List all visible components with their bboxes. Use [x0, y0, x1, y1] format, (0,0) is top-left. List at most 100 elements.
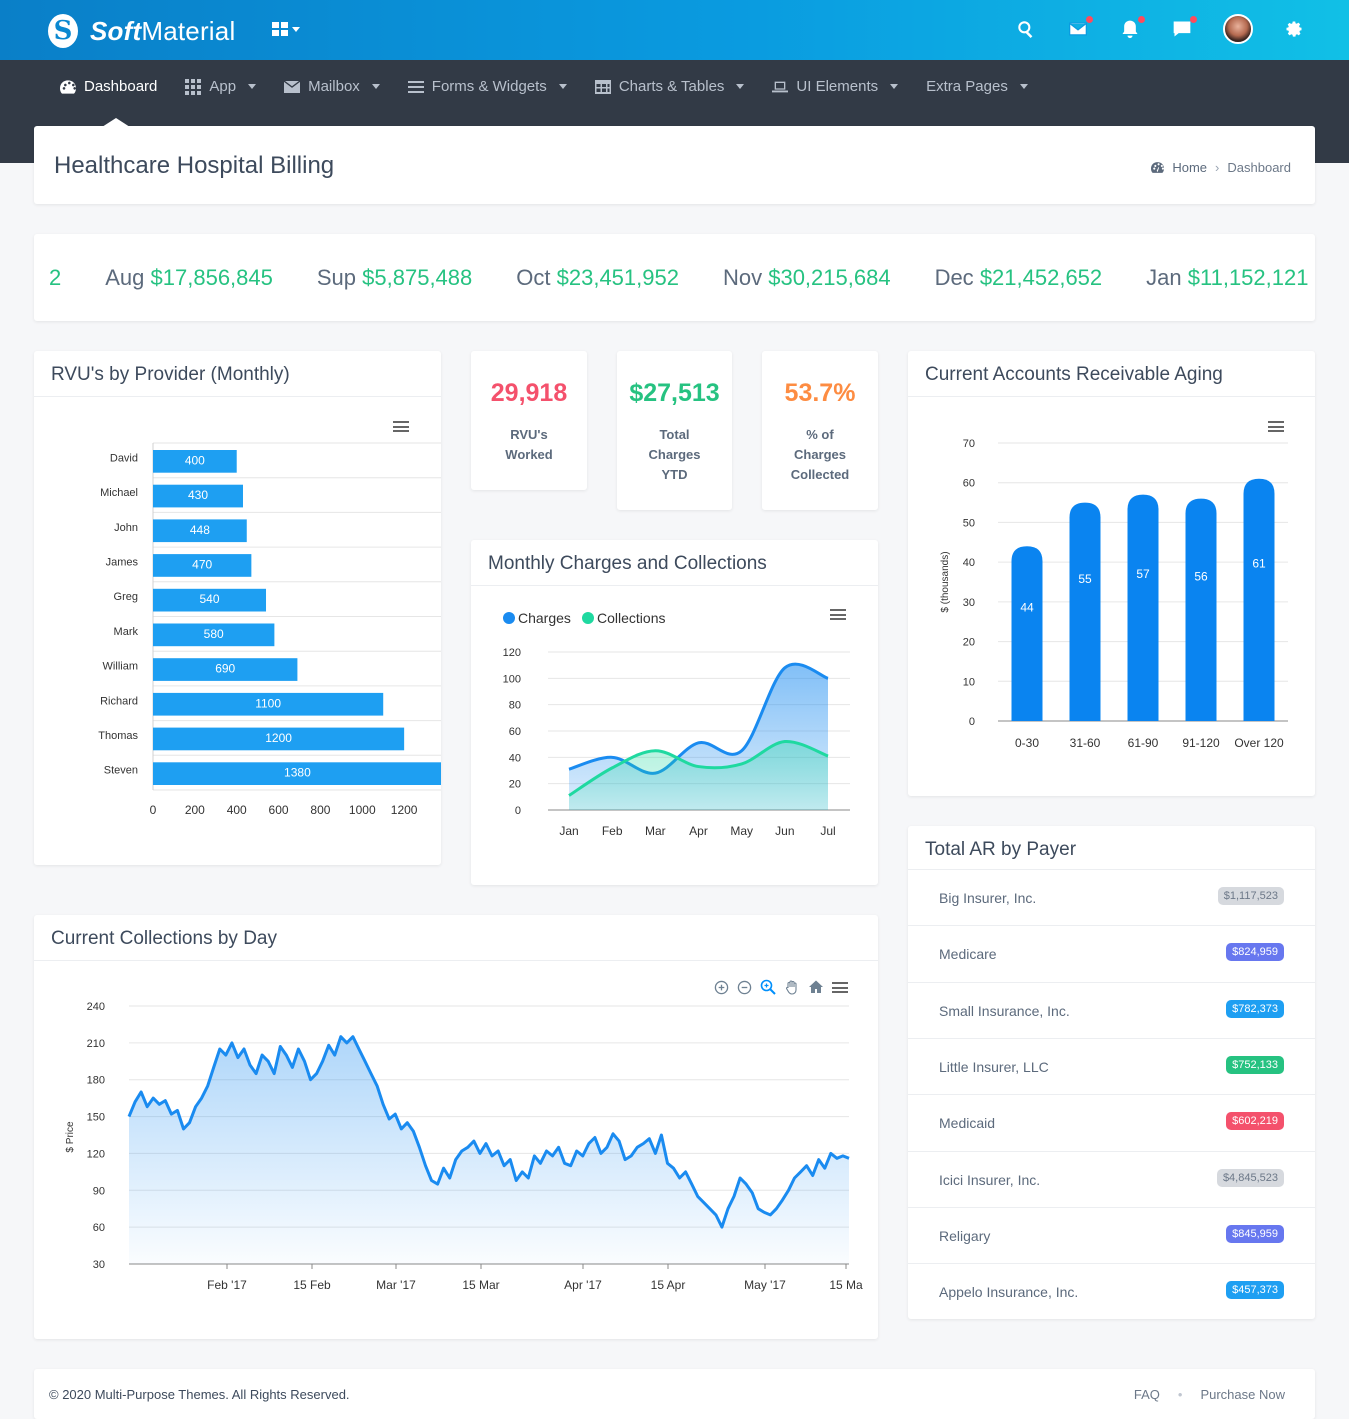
- avatar[interactable]: [1223, 14, 1253, 44]
- faq-link[interactable]: FAQ: [1133, 1387, 1160, 1402]
- x-tick-label: 0: [150, 803, 157, 817]
- payer-row[interactable]: Medicaid $602,219: [908, 1094, 1315, 1150]
- stat-value: 53.7%: [784, 379, 856, 407]
- card-title: Monthly Charges and Collections: [488, 553, 767, 574]
- zoom-selection-icon[interactable]: [760, 979, 776, 995]
- category-label: David: [110, 452, 138, 464]
- x-tick-label: 1200: [391, 803, 418, 817]
- mail-notification-dot: [1086, 16, 1093, 23]
- apps-menu-button[interactable]: [272, 22, 300, 41]
- divider: [908, 396, 1315, 397]
- payer-row[interactable]: Medicare $824,959: [908, 925, 1315, 981]
- bar-data-label: 1100: [255, 696, 281, 710]
- payer-row[interactable]: Religary $845,959: [908, 1206, 1315, 1263]
- footer: © 2020 Multi-Purpose Themes. All Rights …: [34, 1369, 1315, 1419]
- breadcrumb-home[interactable]: Home: [1172, 160, 1208, 175]
- rvu-bar[interactable]: [153, 554, 252, 577]
- series-line-collections[interactable]: [568, 740, 829, 797]
- x-tick-label: 15 Ma: [829, 1278, 863, 1292]
- nav-item-extra-pages[interactable]: Extra Pages: [926, 78, 1028, 95]
- nav-label: Forms & Widgets: [431, 78, 547, 95]
- x-tick-label: 400: [227, 803, 247, 817]
- nav-item-forms-widgets[interactable]: Forms & Widgets: [407, 78, 567, 95]
- gear-icon[interactable]: [1283, 18, 1305, 40]
- nav-item-app[interactable]: App: [185, 78, 257, 95]
- monthly-totals-ticker: 2 Aug $17,856,845 Sup $5,875,488 Oct $23,45…: [34, 234, 1315, 321]
- nav-item-ui-elements[interactable]: UI Elements: [772, 78, 899, 95]
- rvu-bar[interactable]: [153, 762, 441, 785]
- x-tick-label: Jan: [559, 824, 578, 838]
- rvu-bar[interactable]: [153, 623, 275, 647]
- chart-menu-icon[interactable]: [393, 421, 409, 432]
- chat-notification-dot: [1190, 16, 1197, 23]
- stat-card-rvus: 29,918 RVU's Worked: [471, 351, 587, 490]
- search-icon[interactable]: [1015, 18, 1037, 40]
- payer-row[interactable]: Big Insurer, Inc. $1,117,523: [908, 869, 1315, 925]
- chart-menu-icon[interactable]: [1268, 421, 1284, 432]
- ticker-item: Oct $23,451,952: [516, 265, 679, 291]
- stat-value: $27,513: [629, 379, 720, 407]
- mail-icon[interactable]: [1067, 16, 1093, 40]
- aging-bar[interactable]: [1185, 498, 1217, 721]
- nav-item-dashboard[interactable]: Dashboard: [60, 78, 157, 95]
- y-axis-title: $ Price: [65, 1121, 76, 1153]
- card-title: Current Collections by Day: [51, 928, 277, 949]
- x-tick-label: Jul: [820, 824, 835, 838]
- home-reset-icon[interactable]: [808, 979, 824, 995]
- dashboard-icon: [60, 79, 76, 95]
- aging-bar[interactable]: [1243, 478, 1275, 721]
- aging-bar[interactable]: [1127, 494, 1159, 721]
- purchase-now-link[interactable]: Purchase Now: [1200, 1387, 1285, 1402]
- payer-name: Religary: [939, 1227, 991, 1244]
- series-line-charges[interactable]: [568, 662, 829, 775]
- aging-bar[interactable]: [1011, 546, 1043, 721]
- zoom-in-icon[interactable]: [714, 980, 729, 995]
- rvu-bar[interactable]: [153, 658, 298, 681]
- bar-data-label: 61: [1252, 557, 1266, 571]
- aging-bar[interactable]: [1069, 502, 1101, 721]
- bar-data-label: 1200: [265, 731, 292, 745]
- y-tick-label: 70: [963, 438, 975, 450]
- chart-menu-icon[interactable]: [830, 609, 846, 620]
- payer-row[interactable]: Icici Insurer, Inc. $4,845,523: [908, 1150, 1315, 1207]
- rvu-bar[interactable]: [153, 484, 243, 508]
- payer-amount-badge: $782,373: [1226, 999, 1284, 1018]
- y-tick-label: 90: [93, 1185, 105, 1197]
- monthly-charges-card: Monthly Charges and Collections 0 20 40 60 8…: [471, 540, 878, 885]
- rvu-bar[interactable]: [153, 519, 247, 543]
- nav-label: Charts & Tables: [618, 78, 725, 95]
- stat-value: 29,918: [490, 379, 568, 407]
- y-tick-label: 80: [509, 700, 521, 712]
- rvu-bar[interactable]: [153, 727, 405, 751]
- brand-logo[interactable]: S SoftMaterial: [48, 14, 235, 48]
- bar-data-label: 57: [1136, 567, 1150, 581]
- payer-row[interactable]: Little Insurer, LLC $752,133: [908, 1037, 1315, 1094]
- bar-data-label: 56: [1194, 569, 1208, 583]
- nav-active-indicator: [102, 118, 130, 127]
- apps-grid-icon: [272, 22, 288, 36]
- page-title: Healthcare Hospital Billing: [54, 152, 335, 179]
- chat-icon[interactable]: [1171, 16, 1197, 40]
- logo-mark: S: [48, 14, 78, 48]
- chart-menu-icon[interactable]: [832, 981, 848, 993]
- bar-data-label: 55: [1078, 572, 1092, 586]
- pan-hand-icon[interactable]: [784, 979, 800, 995]
- stat-label: Total Charges YTD: [648, 427, 701, 482]
- bell-icon[interactable]: [1119, 16, 1145, 40]
- payer-row[interactable]: Small Insurance, Inc. $782,373: [908, 981, 1315, 1038]
- ticker-item: Jan $11,152,121: [1146, 265, 1308, 291]
- y-tick-label: 180: [87, 1075, 105, 1087]
- legend-marker[interactable]: [503, 612, 515, 624]
- rvu-bar[interactable]: [153, 588, 267, 612]
- zoom-out-icon[interactable]: [737, 980, 752, 995]
- legend-marker[interactable]: [582, 612, 594, 624]
- nav-item-mailbox[interactable]: Mailbox: [284, 78, 380, 95]
- payer-amount-badge: $752,133: [1226, 1055, 1284, 1074]
- rvu-bar[interactable]: [153, 692, 384, 716]
- payer-name: Icici Insurer, Inc.: [939, 1171, 1041, 1188]
- rvu-bar[interactable]: [153, 450, 237, 473]
- payer-amount-badge: $824,959: [1226, 943, 1284, 962]
- nav-item-charts-tables[interactable]: Charts & Tables: [594, 78, 745, 95]
- payer-row[interactable]: Appelo Insurance, Inc. $457,373: [908, 1263, 1315, 1319]
- price-line[interactable]: [127, 1035, 850, 1229]
